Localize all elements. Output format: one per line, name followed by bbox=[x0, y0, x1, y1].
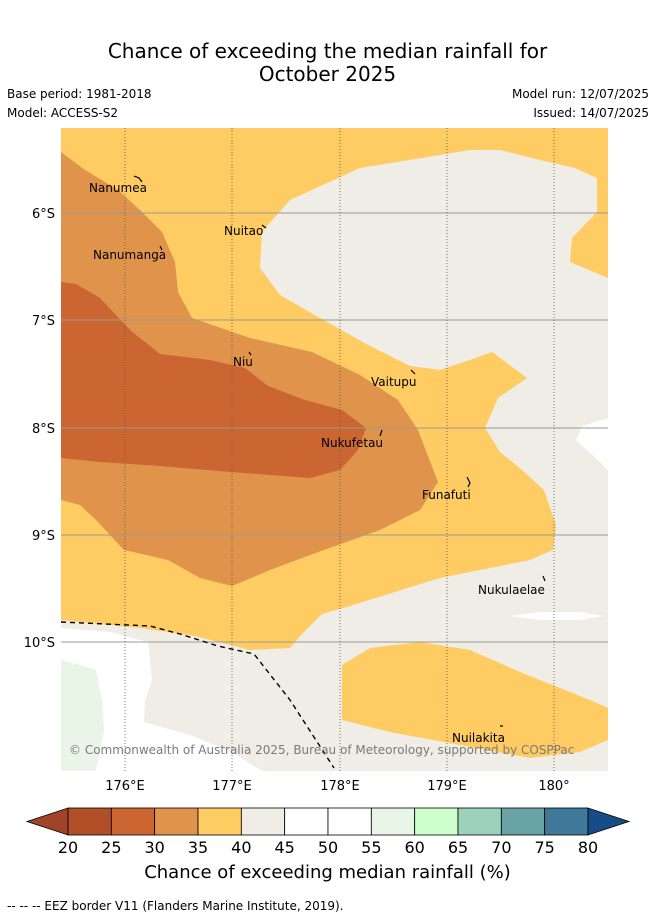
place-nukufetau: Nukufetau bbox=[321, 436, 383, 450]
issued-date: Issued: 14/07/2025 bbox=[533, 106, 649, 120]
title-line-2: October 2025 bbox=[258, 62, 397, 86]
colorbar-swatch bbox=[327, 807, 372, 836]
band-35-40-south bbox=[342, 642, 608, 758]
colorbar-swatch bbox=[197, 807, 242, 836]
colorbar-tick-label: 35 bbox=[188, 838, 208, 857]
lon-label: 177°E bbox=[212, 779, 252, 794]
lon-label: 180° bbox=[538, 779, 569, 794]
place-nuitao: Nuitao bbox=[224, 224, 263, 238]
lat-label: 6°S bbox=[32, 207, 55, 222]
colorbar-tick-label: 65 bbox=[448, 838, 468, 857]
place-vaitupu: Vaitupu bbox=[371, 375, 417, 389]
place-nanumea: Nanumea bbox=[89, 181, 147, 195]
place-nuilakita: Nuilakita bbox=[452, 731, 505, 745]
lat-gridlines bbox=[61, 212, 608, 643]
colorbar-swatch bbox=[240, 807, 286, 836]
lon-label: 178°E bbox=[320, 779, 360, 794]
colorbar-tick-label: 55 bbox=[361, 838, 381, 857]
rainfall-map: Nanumea Nuitao Nanumanga Niu Vaitupu Nuk… bbox=[24, 128, 631, 857]
colorbar-tick-label: 80 bbox=[578, 838, 598, 857]
model-name: Model: ACCESS-S2 bbox=[7, 106, 119, 120]
title-line-1: Chance of exceeding the median rainfall … bbox=[107, 39, 548, 63]
colorbar-tick-label: 45 bbox=[274, 838, 294, 857]
colorbar-swatch bbox=[154, 807, 199, 836]
colorbar-tick-label: 60 bbox=[404, 838, 424, 857]
colorbar-swatch bbox=[544, 807, 589, 836]
colorbar-over-arrow bbox=[587, 807, 631, 836]
colorbar-tick-label: 20 bbox=[58, 838, 78, 857]
colorbar-swatch bbox=[414, 807, 459, 836]
band-55-60 bbox=[61, 660, 104, 771]
eez-border bbox=[60, 621, 335, 769]
lat-label: 8°S bbox=[32, 422, 55, 437]
colorbar-swatch bbox=[457, 807, 502, 836]
base-period: Base period: 1981-2018 bbox=[7, 87, 152, 101]
place-funafuti: Funafuti bbox=[422, 488, 471, 502]
colorbar-tick-label: 30 bbox=[144, 838, 164, 857]
band-45-55-east bbox=[576, 418, 608, 470]
lat-label: 7°S bbox=[32, 314, 55, 329]
lon-label: 179°E bbox=[427, 779, 467, 794]
place-niu: Niu bbox=[233, 355, 253, 369]
colorbar-swatch bbox=[500, 807, 546, 836]
colorbar-title: Chance of exceeding median rainfall (%) bbox=[144, 862, 511, 883]
place-nanumanga: Nanumanga bbox=[93, 248, 166, 262]
copyright-notice: © Commonwealth of Australia 2025, Bureau… bbox=[69, 743, 574, 757]
lat-label: 10°S bbox=[24, 636, 55, 651]
colorbar: 20 25 30 35 40 45 50 55 60 65 70 75 80 bbox=[25, 807, 631, 857]
colorbar-tick-label: 40 bbox=[231, 838, 251, 857]
colorbar-swatch bbox=[284, 807, 329, 836]
colorbar-tick-label: 75 bbox=[534, 838, 554, 857]
colorbar-under-arrow bbox=[25, 807, 69, 836]
band-45-55-strip bbox=[510, 612, 604, 620]
lat-label: 9°S bbox=[32, 529, 55, 544]
colorbar-swatch bbox=[370, 807, 416, 836]
colorbar-tick-label: 50 bbox=[318, 838, 338, 857]
place-nukulaelae: Nukulaelae bbox=[478, 583, 545, 597]
colorbar-tick-label: 70 bbox=[491, 838, 511, 857]
colorbar-swatch bbox=[67, 807, 112, 836]
contour-layer bbox=[61, 128, 608, 771]
model-run: Model run: 12/07/2025 bbox=[511, 87, 649, 101]
eez-footnote: -- -- -- EEZ border V11 (Flanders Marine… bbox=[7, 899, 344, 913]
band-25-30 bbox=[61, 282, 366, 478]
band-45-55-southwest bbox=[61, 628, 262, 771]
island-outlines bbox=[133, 175, 546, 727]
colorbar-tick-label: 25 bbox=[101, 838, 121, 857]
colorbar-swatch bbox=[110, 807, 156, 836]
band-30-35 bbox=[61, 152, 438, 586]
map-title: Chance of exceeding the median rainfall … bbox=[0, 40, 655, 86]
lon-label: 176°E bbox=[105, 779, 145, 794]
lon-gridlines bbox=[124, 128, 555, 771]
